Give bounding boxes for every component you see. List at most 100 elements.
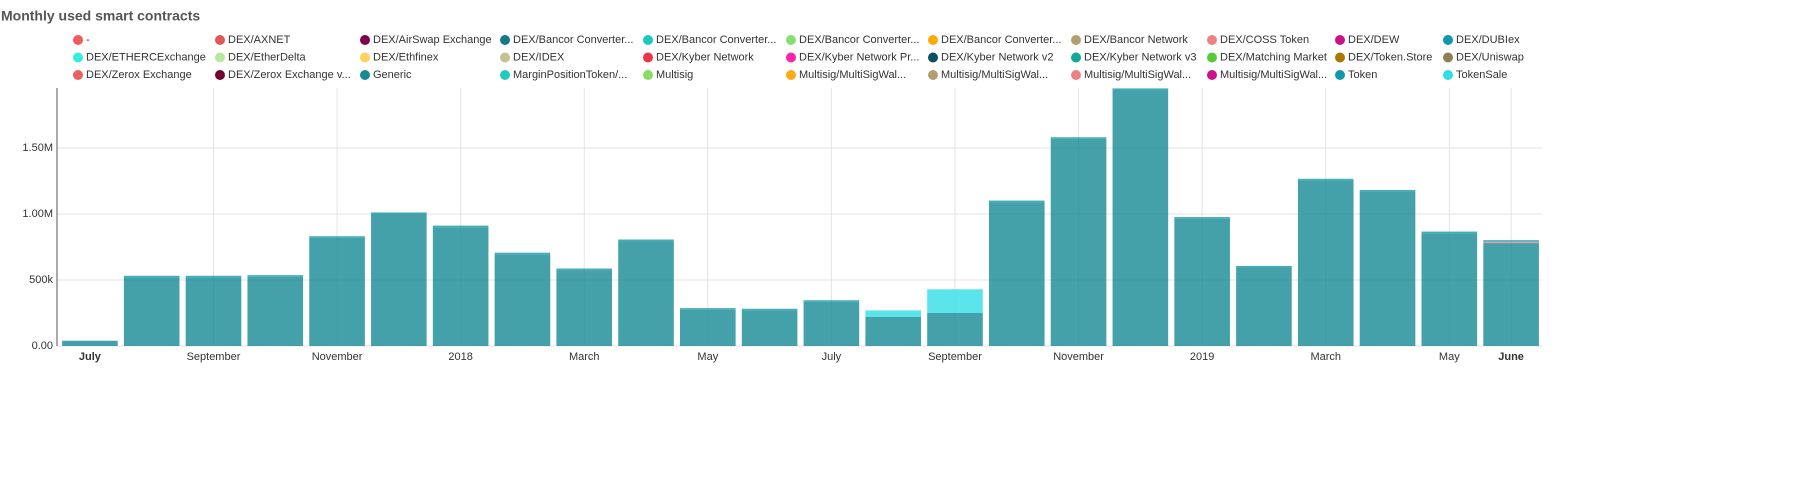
bar-segment (123, 277, 180, 346)
x-tick-label: November (312, 351, 363, 363)
bar-segment (371, 212, 427, 215)
legend-swatch (643, 70, 653, 80)
bar-segment (865, 310, 921, 317)
legend-swatch (1335, 52, 1345, 63)
legend-swatch (500, 70, 510, 80)
bar-segment (1174, 217, 1230, 219)
bar-segment (988, 200, 1045, 203)
x-tick-label: March (1310, 351, 1341, 363)
bar-segment (1236, 265, 1292, 268)
x-tick-label: May (697, 351, 718, 363)
legend-swatch (786, 70, 796, 80)
legend-swatch (1335, 70, 1345, 80)
x-tick-label: July (822, 351, 842, 363)
legend-label: Multisig/MultiSigWal... (1084, 69, 1191, 81)
bar-segment (185, 277, 242, 346)
legend-label: DEX/Matching Market (1220, 51, 1327, 63)
legend-label: DEX/Kyber Network (656, 51, 754, 63)
legend-label: MarginPositionToken/... (513, 69, 627, 81)
legend-label: Generic (373, 69, 412, 81)
bar-segment (803, 300, 860, 302)
legend-label: DEX/IDEX (513, 51, 565, 63)
chart-title: Monthly used smart contracts (1, 8, 200, 24)
legend-label: DEX/Ethfinex (373, 51, 439, 63)
bar-segment (1483, 240, 1539, 242)
legend-label: DEX/Kyber Network v3 (1084, 51, 1196, 63)
legend-label: DEX/DEW (1348, 34, 1400, 46)
legend-swatch (360, 35, 370, 45)
legend-label: DEX/Kyber Network v2 (941, 51, 1053, 63)
legend-swatch (1207, 70, 1217, 80)
bar-segment (371, 214, 427, 346)
legend-swatch (1071, 35, 1081, 45)
bar-segment (988, 202, 1045, 346)
bar-segment (927, 289, 983, 314)
legend-label: DEX/Bancor Converter... (513, 34, 633, 46)
legend-swatch (215, 35, 225, 45)
legend-swatch (1207, 35, 1217, 45)
legend-label: DEX/DUBIex (1456, 34, 1520, 46)
bar-segment (741, 310, 798, 346)
legend-swatch (500, 35, 510, 45)
legend-swatch (1071, 52, 1081, 63)
bar-segment (1297, 180, 1354, 346)
legend-label: Multisig/MultiSigWal... (1220, 69, 1327, 81)
legend-swatch (928, 52, 938, 63)
legend-swatch (1443, 35, 1453, 45)
bar-segment (62, 340, 118, 346)
bar-segment (680, 309, 736, 346)
legend-label: DEX/Kyber Network Pr... (799, 51, 919, 63)
legend-label: DEX/COSS Token (1220, 34, 1309, 46)
bar-segment (1112, 88, 1169, 90)
legend-label: DEX/Bancor Converter... (799, 34, 919, 46)
bar-segment (803, 301, 860, 346)
legend-swatch (1207, 52, 1217, 63)
legend-swatch (360, 52, 370, 63)
bar-segment (432, 227, 489, 346)
x-tick-label: May (1439, 351, 1460, 363)
bar-segment (1050, 138, 1107, 346)
legend-label: - (86, 34, 90, 46)
bar-segment (185, 275, 242, 278)
legend-label: Token (1348, 69, 1377, 81)
legend-swatch (643, 52, 653, 63)
x-tick-label: November (1053, 351, 1104, 363)
legend-label: DEX/Zerox Exchange (86, 69, 192, 81)
legend-swatch (73, 70, 83, 80)
x-tick-label: June (1498, 351, 1524, 363)
bar-segment (432, 225, 489, 228)
bar-segment (309, 236, 365, 238)
x-tick-label: 2018 (448, 351, 472, 363)
bar-segment (1421, 233, 1478, 346)
legend-label: DEX/AirSwap Exchange (373, 34, 492, 46)
x-tick-label: September (928, 351, 982, 363)
legend-swatch (786, 52, 796, 63)
bar-segment (556, 270, 613, 346)
bar-segment (123, 275, 180, 278)
legend-label: DEX/Token.Store (1348, 51, 1432, 63)
y-tick-label: 1.00M (22, 208, 53, 220)
legend-swatch (786, 35, 796, 45)
bar-segment (247, 276, 304, 346)
bar-segment (1297, 178, 1354, 181)
bar-segment (1050, 137, 1107, 139)
bar-segment (618, 239, 674, 242)
legend-label: DEX/Bancor Converter... (941, 34, 1061, 46)
bar-segment (556, 268, 613, 271)
y-tick-label: 0.00 (32, 340, 53, 352)
bar-segment (618, 241, 674, 346)
bar-segment (1359, 190, 1416, 192)
legend-label: Multisig/MultiSigWal... (799, 69, 906, 81)
x-tick-label: July (79, 351, 102, 363)
legend-label: DEX/Bancor Converter... (656, 34, 776, 46)
bar-segment (680, 308, 736, 310)
x-tick-label: 2019 (1190, 351, 1214, 363)
bar-segment (1421, 231, 1478, 234)
legend-swatch (928, 35, 938, 45)
y-tick-label: 1.50M (22, 142, 53, 154)
bar-segment (1174, 218, 1230, 346)
legend-swatch (1443, 70, 1453, 80)
legend-label: Multisig (656, 69, 693, 81)
bar-segment (741, 308, 798, 311)
